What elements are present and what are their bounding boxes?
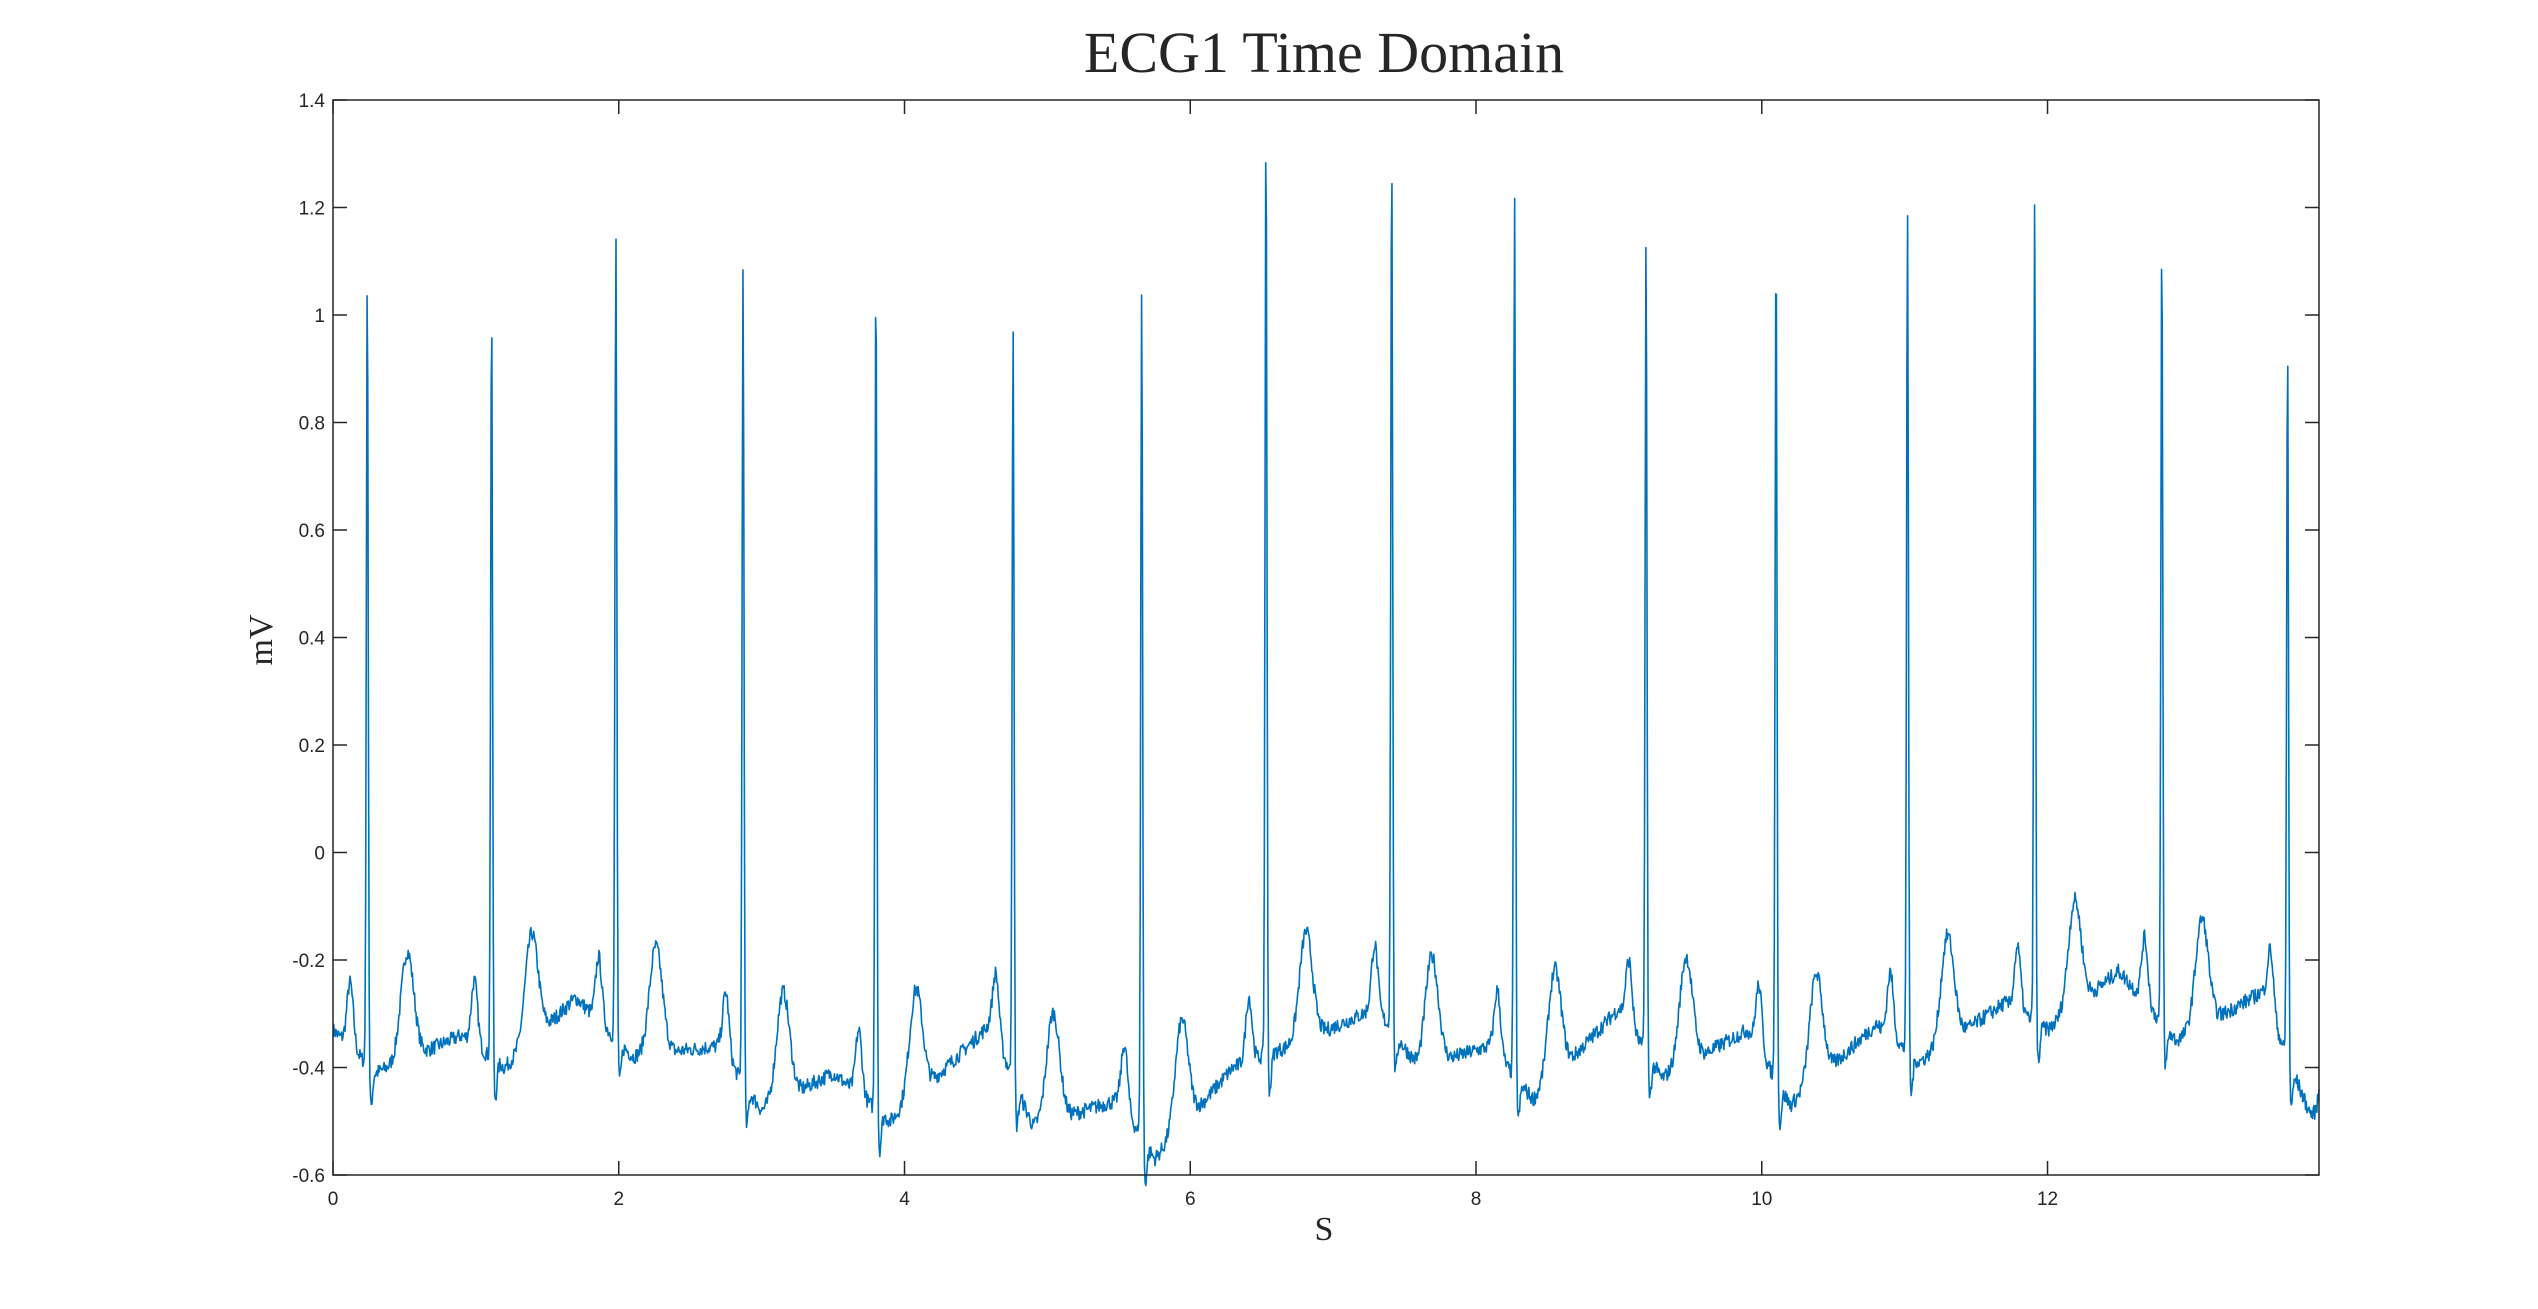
axis-ticks: 0 2 4 6 8 10 12 -0.6 -0.4 -0.2 0 0.2 0.4 0.6 0.8 1 1.2 1.… — [292, 91, 2319, 1210]
x-tick-label: 10 — [1751, 1189, 1772, 1210]
x-tick-label: 0 — [328, 1189, 339, 1210]
y-tick-label: 0 — [314, 844, 325, 865]
x-axis-label: S — [1315, 1211, 1334, 1248]
y-tick-label: 0.4 — [299, 629, 326, 650]
ecg-trace-group — [332, 161, 2320, 1187]
y-tick-label: -0.2 — [292, 951, 325, 972]
y-tick-label: 1 — [314, 306, 325, 327]
y-tick-label: 1.2 — [299, 199, 325, 220]
y-tick-label: -0.4 — [292, 1059, 325, 1080]
ecg-trace-line — [332, 161, 2320, 1187]
y-axis-label: mV — [243, 614, 280, 665]
x-tick-label: 2 — [613, 1189, 624, 1210]
x-tick-label: 8 — [1471, 1189, 1482, 1210]
chart-title: ECG1 Time Domain — [1084, 20, 1564, 85]
y-tick-label: -0.6 — [292, 1166, 325, 1187]
x-tick-label: 4 — [899, 1189, 910, 1210]
y-tick-label: 0.6 — [299, 521, 325, 542]
y-tick-label: 0.8 — [299, 414, 325, 435]
y-tick-label: 1.4 — [299, 91, 326, 112]
x-tick-label: 12 — [2037, 1189, 2058, 1210]
y-tick-label: 0.2 — [299, 736, 325, 757]
x-tick-label: 6 — [1185, 1189, 1196, 1210]
plot-area-frame — [332, 99, 2320, 1176]
